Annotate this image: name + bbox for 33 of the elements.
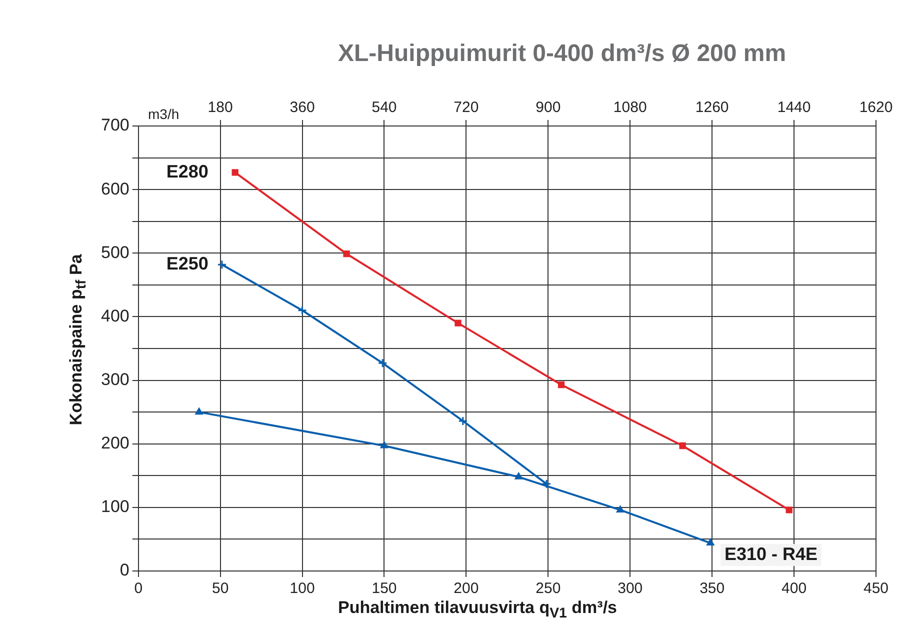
series-label: E310 - R4E	[724, 544, 818, 564]
x-tick-label: 450	[863, 580, 889, 598]
x-axis-title: Puhaltimen tilavuusvirta q$_{V1}$ dm³/s	[338, 598, 617, 622]
y-tick-label: 600	[100, 179, 130, 198]
series-label: E250	[166, 254, 208, 274]
x-tick-label: 200	[454, 580, 479, 598]
y-tick-label: 100	[100, 497, 130, 516]
x-tick-label: 300	[618, 580, 643, 598]
y-tick-label: 400	[100, 306, 130, 326]
y-tick-label: 200	[100, 434, 130, 453]
x2-tick-label: 1080	[613, 99, 647, 116]
x2-tick-label: 900	[536, 99, 561, 116]
series-label: E280	[166, 161, 208, 182]
chart-title: XL-Huippuimurit 0-400 dm³/s Ø 200 mm	[338, 40, 786, 68]
x2-tick-label: 1440	[777, 99, 811, 116]
x2-tick-label: 1260	[695, 99, 729, 116]
x2-tick-label: 360	[290, 99, 315, 116]
x-tick-label: 50	[212, 580, 229, 598]
y-tick-label: 300	[100, 370, 130, 389]
x2-tick-label: 720	[454, 99, 479, 116]
x-tick-label: 350	[700, 580, 725, 598]
x2-tick-label: 180	[208, 99, 233, 116]
y-tick-label: 0	[120, 560, 130, 580]
x-tick-label: 0	[134, 580, 143, 598]
x-tick-label: 250	[536, 580, 561, 598]
y-tick-label: 700	[100, 116, 130, 135]
x2-axis-title: m3/h	[148, 106, 180, 122]
x2-tick-label: 1620	[859, 99, 893, 116]
x2-tick-label: 540	[372, 99, 397, 116]
y-tick-label: 500	[100, 242, 130, 262]
x-tick-label: 100	[290, 580, 315, 598]
x-tick-label: 400	[782, 580, 807, 598]
x-tick-label: 150	[372, 580, 397, 598]
